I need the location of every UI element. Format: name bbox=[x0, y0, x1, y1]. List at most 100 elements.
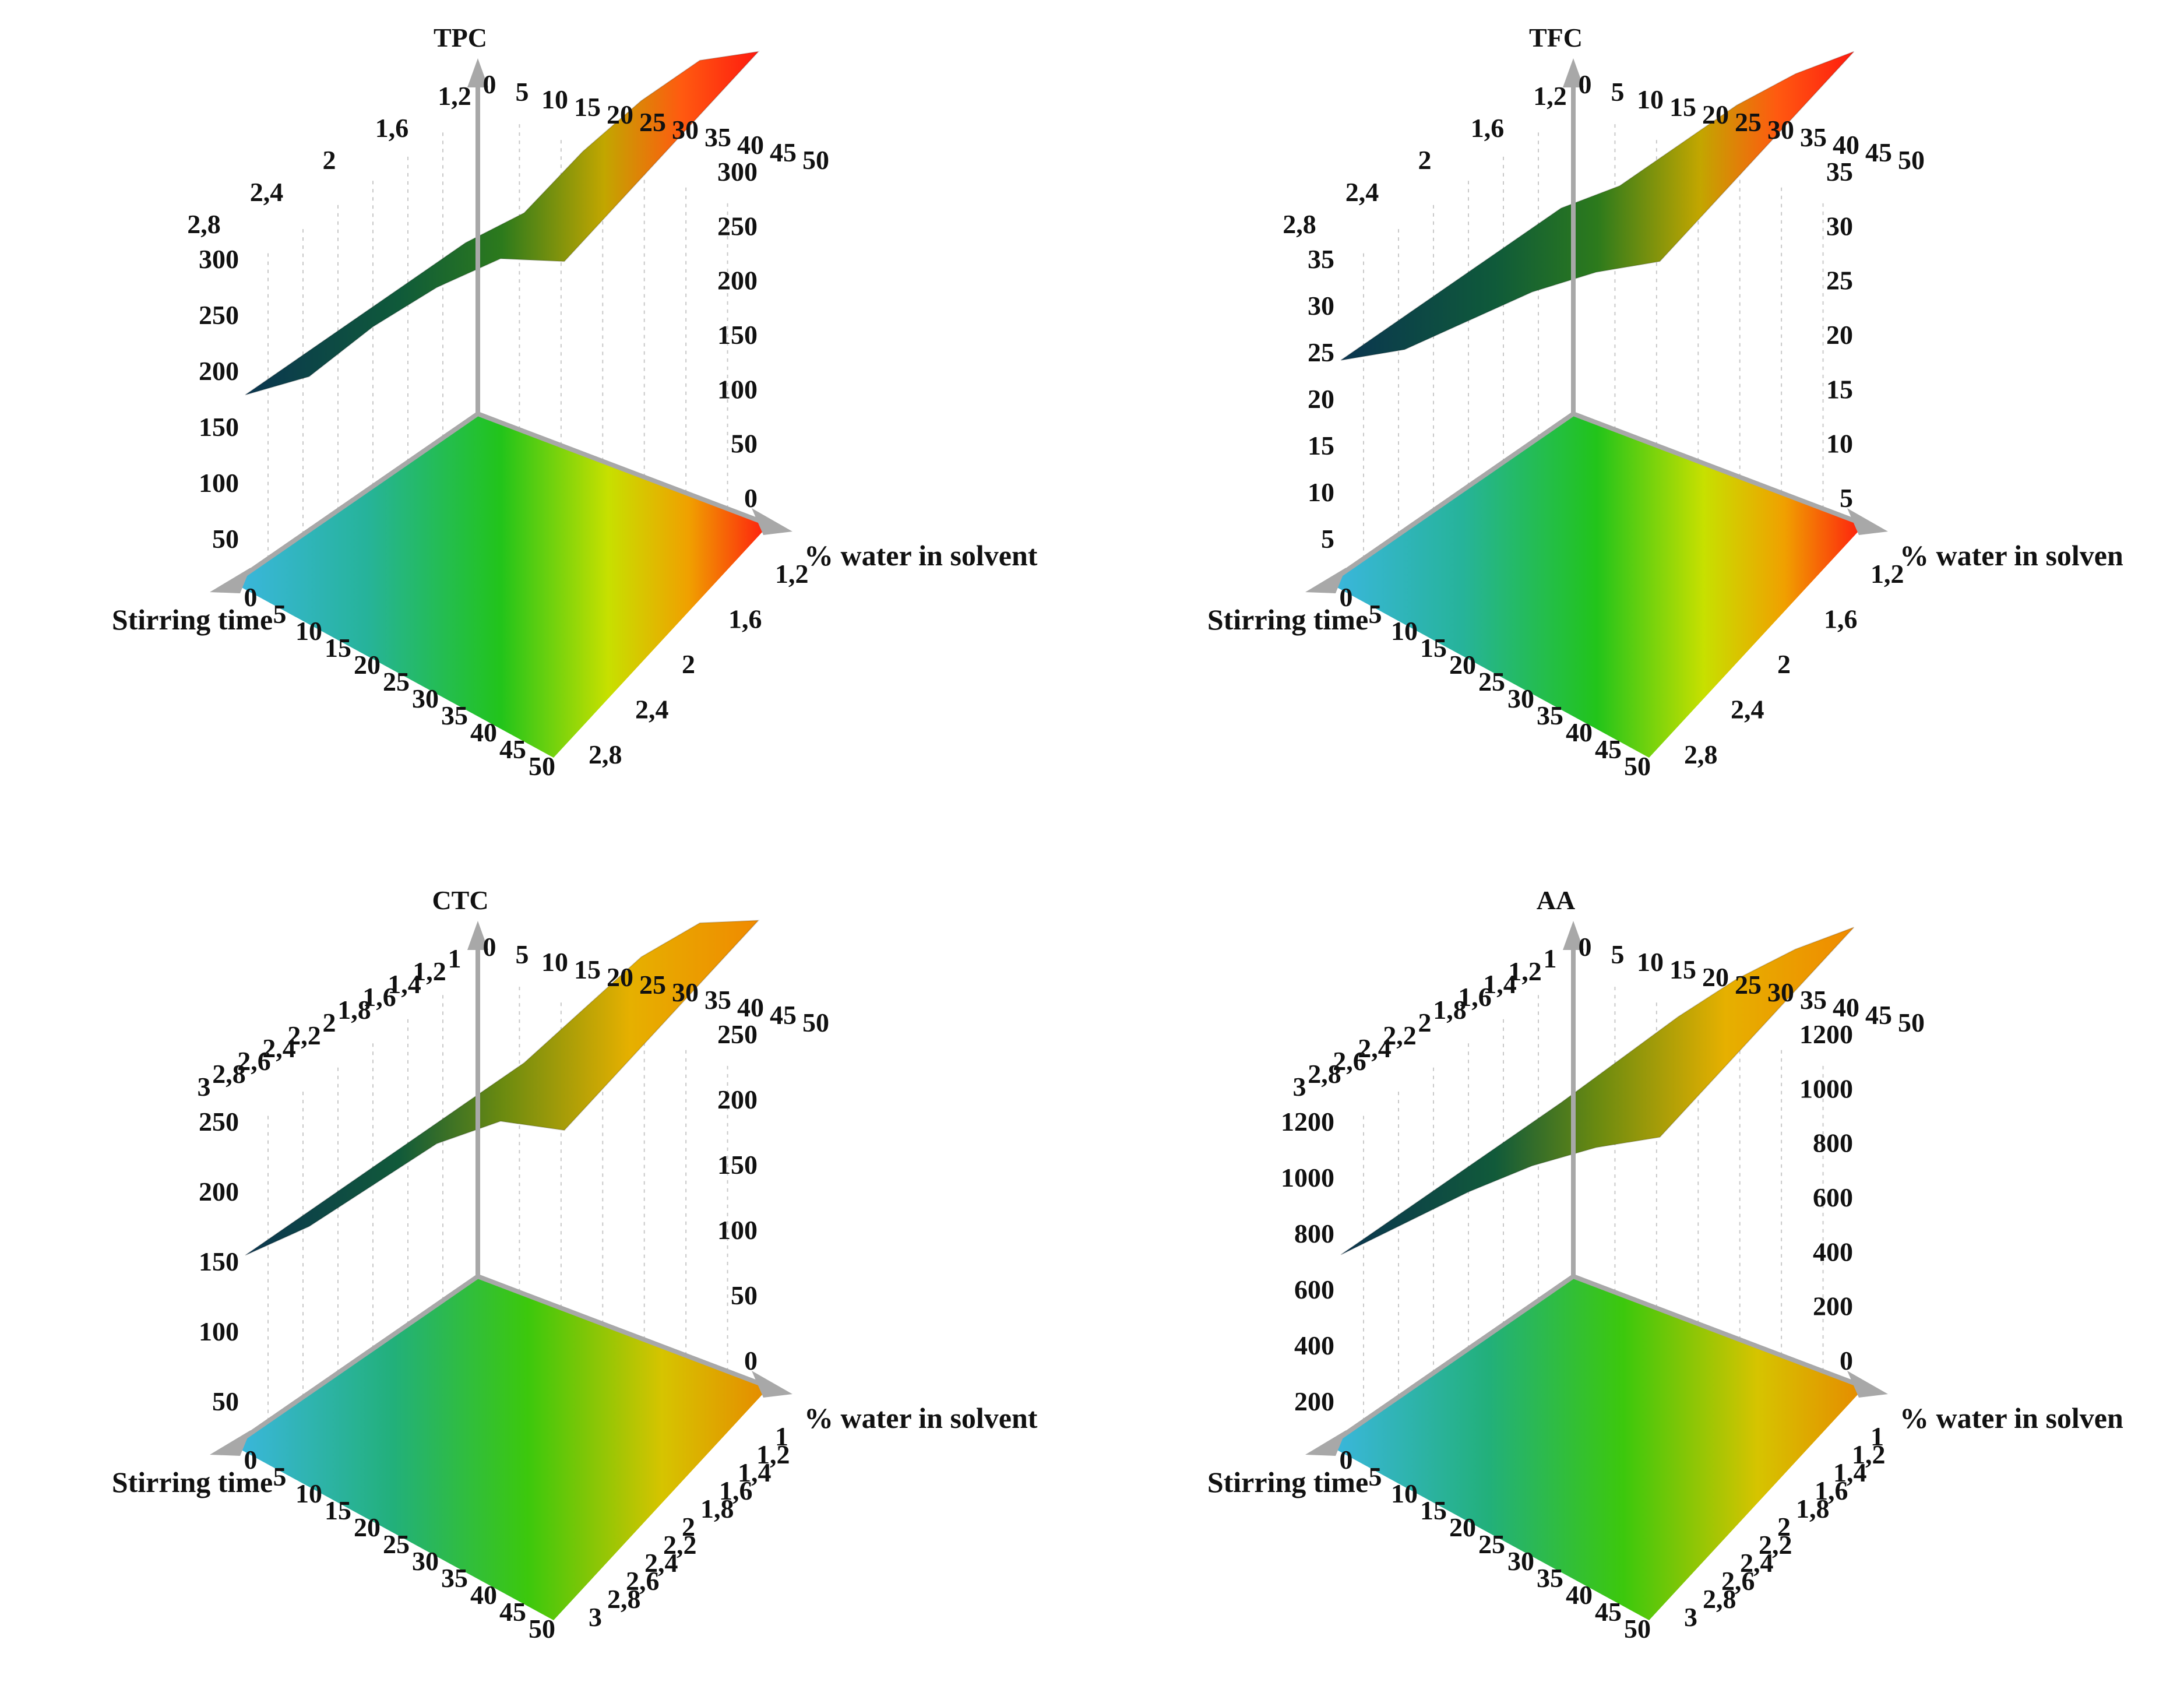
y-axis-line bbox=[1327, 1274, 1575, 1448]
z-tick-left: 800 bbox=[1294, 1219, 1334, 1248]
x-axis-line bbox=[1572, 411, 1866, 527]
x-tick-top: 0 bbox=[1579, 932, 1592, 962]
grid-lines bbox=[1363, 124, 1824, 559]
x-tick-floor: 25 bbox=[1478, 1529, 1505, 1559]
x-axis-line bbox=[1572, 1274, 1866, 1389]
x-tick-top: 10 bbox=[1637, 947, 1664, 977]
y-tick-top: 2,4 bbox=[1345, 177, 1379, 207]
z-tick-right: 10 bbox=[1826, 429, 1853, 459]
y-tick-top: 2 bbox=[323, 1008, 336, 1037]
z-tick-right: 5 bbox=[1840, 483, 1853, 513]
x-tick-floor: 30 bbox=[412, 684, 439, 713]
x-tick-floor: 50 bbox=[529, 1614, 555, 1644]
y-tick-floor: 1 bbox=[1871, 1421, 1884, 1451]
x-tick-top: 35 bbox=[704, 122, 731, 152]
axes bbox=[210, 58, 792, 593]
y-tick-top: 2,8 bbox=[1308, 1059, 1341, 1089]
x-tick-floor: 10 bbox=[1391, 616, 1418, 646]
x-tick-floor: 40 bbox=[470, 1580, 497, 1610]
x-tick-floor: 20 bbox=[354, 650, 381, 680]
x-tick-floor: 15 bbox=[1420, 633, 1447, 663]
y-tick-floor: 2,8 bbox=[607, 1584, 641, 1614]
z-tick-right: 800 bbox=[1813, 1128, 1853, 1158]
response-surface bbox=[245, 51, 760, 396]
x-tick-top: 40 bbox=[1833, 993, 1859, 1022]
axes bbox=[210, 921, 792, 1456]
x-tick-top: 50 bbox=[1898, 145, 1925, 175]
y-axis-arrow bbox=[1305, 568, 1346, 593]
x-tick-floor: 35 bbox=[1537, 701, 1563, 730]
x-tick-top: 30 bbox=[1767, 115, 1794, 145]
x-tick-floor: 35 bbox=[441, 1563, 468, 1593]
x-tick-top: 40 bbox=[1833, 130, 1859, 160]
x-tick-top: 25 bbox=[639, 107, 666, 137]
axes bbox=[1305, 921, 1888, 1456]
x-tick-floor: 15 bbox=[325, 1495, 351, 1525]
y-axis-title: Stirring time bbox=[1207, 603, 1368, 636]
y-tick-top: 1,2 bbox=[413, 956, 446, 986]
y-tick-top: 1,4 bbox=[388, 969, 421, 999]
x-tick-floor: 20 bbox=[354, 1512, 381, 1542]
x-axis-title: % water in solvent bbox=[804, 539, 1038, 572]
x-tick-floor: 30 bbox=[1507, 684, 1534, 713]
y-axis-line bbox=[231, 1274, 480, 1448]
x-tick-top: 15 bbox=[574, 955, 601, 984]
z-tick-left: 15 bbox=[1308, 431, 1334, 460]
y-tick-top: 1,6 bbox=[1471, 113, 1505, 143]
x-tick-floor: 5 bbox=[273, 1462, 287, 1491]
x-tick-floor: 5 bbox=[273, 599, 287, 629]
y-tick-top: 3 bbox=[198, 1072, 211, 1102]
y-tick-top: 2,4 bbox=[1358, 1033, 1392, 1063]
z-tick-left: 600 bbox=[1294, 1275, 1334, 1304]
z-tick-right: 300 bbox=[717, 157, 758, 187]
y-tick-top: 2 bbox=[1418, 145, 1432, 175]
y-tick-top: 1,8 bbox=[337, 995, 371, 1025]
x-tick-floor: 25 bbox=[383, 1529, 410, 1559]
x-tick-top: 10 bbox=[1637, 85, 1664, 114]
y-tick-floor: 2 bbox=[682, 649, 695, 679]
y-tick-floor: 1,4 bbox=[738, 1458, 772, 1487]
x-axis-arrow bbox=[1847, 1371, 1888, 1398]
z-axis-title: AA bbox=[1537, 885, 1575, 915]
y-axis-title: Stirring time bbox=[112, 1466, 273, 1498]
z-tick-left: 250 bbox=[199, 1107, 239, 1136]
x-axis-arrow bbox=[752, 508, 792, 535]
x-tick-top: 20 bbox=[607, 100, 633, 129]
y-tick-floor: 3 bbox=[1684, 1602, 1697, 1632]
z-tick-right: 30 bbox=[1826, 211, 1853, 241]
z-tick-left: 50 bbox=[212, 524, 239, 554]
x-tick-top: 10 bbox=[541, 85, 568, 114]
x-tick-top: 5 bbox=[516, 77, 529, 107]
response-surface bbox=[1340, 927, 1855, 1255]
x-tick-floor: 10 bbox=[1391, 1479, 1418, 1508]
z-tick-right: 150 bbox=[717, 1150, 758, 1180]
x-tick-floor: 15 bbox=[325, 633, 351, 663]
y-tick-floor: 2 bbox=[1777, 1512, 1791, 1542]
z-tick-right: 50 bbox=[731, 429, 758, 459]
x-tick-top: 45 bbox=[1865, 138, 1892, 167]
y-tick-top: 2 bbox=[1418, 1008, 1432, 1037]
z-tick-right: 400 bbox=[1813, 1237, 1853, 1266]
x-tick-top: 50 bbox=[802, 145, 829, 175]
y-tick-floor: 2,4 bbox=[1731, 695, 1764, 724]
z-tick-right: 35 bbox=[1826, 157, 1853, 187]
y-axis-arrow bbox=[210, 1430, 251, 1456]
y-tick-top: 1,2 bbox=[438, 81, 471, 111]
z-tick-left: 400 bbox=[1294, 1331, 1334, 1360]
x-tick-top: 35 bbox=[1800, 985, 1827, 1015]
x-tick-floor: 20 bbox=[1449, 1512, 1476, 1542]
axes bbox=[1305, 58, 1888, 593]
y-tick-floor: 2,4 bbox=[644, 1548, 678, 1578]
z-tick-left: 5 bbox=[1321, 524, 1334, 554]
x-tick-top: 30 bbox=[672, 977, 699, 1007]
z-tick-left: 50 bbox=[212, 1387, 239, 1416]
y-tick-floor: 3 bbox=[589, 1602, 602, 1632]
z-tick-left: 10 bbox=[1308, 477, 1334, 507]
x-tick-floor: 45 bbox=[499, 1597, 526, 1627]
y-tick-floor: 2,6 bbox=[1721, 1566, 1755, 1596]
x-tick-floor: 50 bbox=[1624, 1614, 1651, 1644]
x-tick-top: 45 bbox=[1865, 1000, 1892, 1030]
x-tick-floor: 50 bbox=[529, 751, 555, 781]
